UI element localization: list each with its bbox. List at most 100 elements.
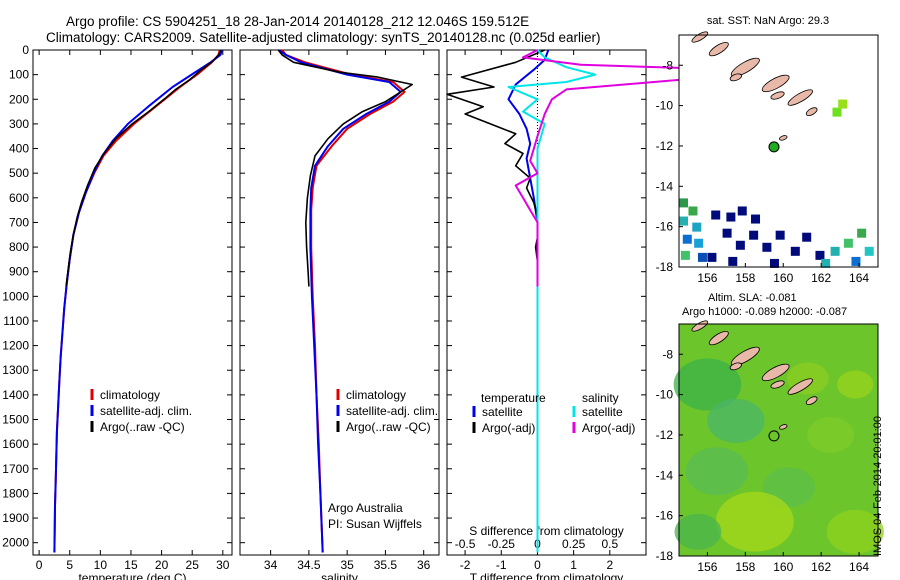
salinity-panel-legend-label: satellite-adj. clim. (346, 404, 438, 418)
island-landmass (730, 57, 760, 77)
temperature-panel-xtick-label: 10 (94, 558, 108, 572)
sst-map-xtick-label: 164 (849, 271, 869, 285)
difference-panel-frame (446, 49, 647, 556)
salinity-panel-series-satellite-adj-clim- (277, 49, 402, 553)
sst-map-background (679, 35, 878, 267)
salinity-panel-series-climatology (281, 49, 406, 553)
sla-map-ytick-label: -16 (656, 509, 674, 523)
sla-anomaly-patch (715, 491, 794, 552)
pressure-tick-label: 1900 (2, 511, 29, 525)
sst-grid-cell (722, 228, 732, 238)
temperature-panel-legend-label: satellite-adj. clim. (100, 404, 192, 418)
sst-grid-cell (838, 99, 848, 109)
salinity-annotation: PI: Susan Wijffels (328, 517, 422, 531)
island-landmass (770, 380, 785, 389)
temperature-panel-legend-label: climatology (100, 388, 160, 402)
sst-grid-cell (711, 210, 721, 220)
temperature-panel-xtick-label: 5 (66, 558, 73, 572)
sst-grid-cell (692, 222, 702, 232)
temperature-panel-frame (32, 49, 233, 556)
imos-side-label: IMOS 04-Feb-2014 20:01:00 (872, 415, 884, 556)
sst-map-xtick-label: 158 (735, 271, 755, 285)
pressure-tick-label: 100 (9, 68, 29, 82)
island-landmass (691, 31, 709, 43)
difference-panel-series-t-satellite (507, 49, 550, 553)
island-landmass (779, 135, 788, 141)
sla-map-title: Altim. SLA: -0.081 (708, 292, 797, 304)
sla-anomaly-patch (673, 358, 742, 411)
sla-map-argo-marker (768, 430, 780, 442)
pressure-tick-label: 400 (9, 142, 29, 156)
temperature-panel-xtick-label: 15 (124, 558, 138, 572)
sst-grid-cell (832, 107, 842, 117)
sst-grid-cell (851, 256, 861, 266)
sst-grid-cell (802, 232, 812, 242)
sst-map-frame (678, 34, 879, 268)
sla-map-xtick-label: 156 (697, 560, 717, 574)
pressure-tick-label: 600 (9, 191, 29, 205)
salinity-panel-legend-label: Argo(..raw -QC) (346, 420, 431, 434)
pressure-tick-label: 0 (22, 43, 29, 57)
sla-map-ytick-label: -12 (656, 428, 674, 442)
sst-grid-cell (680, 250, 690, 260)
sla-anomaly-patch (826, 509, 884, 554)
sst-map-ytick-label: -10 (656, 99, 674, 113)
sst-grid-cell (749, 230, 759, 240)
pressure-tick-label: 800 (9, 240, 29, 254)
island-landmass (805, 107, 818, 117)
plot-title-line2: Climatology: CARS2009. Satellite-adjuste… (46, 30, 601, 45)
s-diff-tick-label: 0.5 (601, 537, 618, 551)
sst-grid-cell (769, 258, 779, 268)
sst-grid-cell (857, 228, 867, 238)
island-landmass (761, 363, 790, 382)
plot-title-line1: Argo profile: CS 5904251_18 28-Jan-2014 … (66, 14, 530, 29)
temperature-panel-xtick-label: 30 (216, 558, 230, 572)
island-landmass (805, 396, 818, 406)
difference-panel-xlabel: T difference from climatology (470, 571, 624, 580)
island-landmass (708, 41, 729, 57)
sst-grid-cell (762, 242, 772, 252)
salinity-panel-xtick-label: 35.5 (374, 558, 398, 572)
pressure-tick-label: 1700 (2, 462, 29, 476)
sla-map-ytick-label: -10 (656, 388, 674, 402)
temperature-panel-series-argo-raw-qc- (65, 49, 222, 287)
s-diff-axis-label: S difference from climatology (469, 524, 624, 538)
pressure-tick-label: 1600 (2, 437, 29, 451)
diff-legend-label: satellite (582, 405, 623, 419)
sst-map-xtick-label: 162 (811, 271, 831, 285)
sst-grid-cell (751, 214, 761, 224)
sst-grid-cell (830, 246, 840, 256)
difference-panel-series-s-satellite (507, 49, 597, 553)
temperature-panel-xtick-label: 20 (155, 558, 169, 572)
sla-map-frame (678, 323, 879, 557)
temperature-panel-xtick-label: 25 (186, 558, 200, 572)
sst-map-ytick-label: -16 (656, 220, 674, 234)
sst-map-xtick-label: 156 (697, 271, 717, 285)
diff-legend-label: Argo(-adj) (482, 421, 535, 435)
sst-grid-cell (682, 234, 692, 244)
island-landmass (770, 91, 785, 100)
sst-map-ytick-label: -8 (662, 58, 673, 72)
difference-panel-xtick-label: 0 (534, 558, 541, 572)
sst-grid-cell (728, 256, 738, 266)
pressure-tick-label: 1100 (3, 314, 29, 328)
temperature-panel-series-climatology (53, 49, 221, 553)
salinity-panel-xtick-label: 34.5 (297, 558, 321, 572)
salinity-panel-xtick-label: 35 (340, 558, 354, 572)
sla-map-xtick-label: 160 (773, 560, 793, 574)
difference-panel-xtick-label: -2 (460, 558, 471, 572)
difference-panel-xtick-label: 1 (570, 558, 577, 572)
sst-grid-cell (790, 246, 800, 256)
salinity-panel-xtick-label: 36 (417, 558, 431, 572)
sst-grid-cell (775, 230, 785, 240)
difference-panel-xtick-label: -1 (496, 558, 507, 572)
pressure-tick-label: 1300 (2, 363, 29, 377)
pressure-tick-label: 900 (9, 265, 29, 279)
sst-map-title: sat. SST: NaN Argo: 29.3 (707, 15, 829, 27)
sla-map-ytick-label: -18 (656, 549, 674, 563)
sst-grid-cell (726, 212, 736, 222)
sla-map-xtick-label: 158 (735, 560, 755, 574)
sla-anomaly-patch (807, 416, 855, 453)
s-diff-tick-label: -0.5 (455, 537, 476, 551)
